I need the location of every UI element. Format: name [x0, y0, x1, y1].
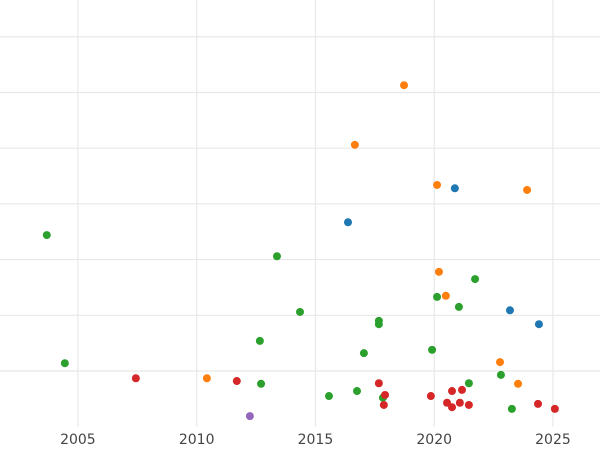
point: [507, 404, 516, 413]
point: [434, 267, 443, 276]
point: [374, 379, 383, 388]
point: [523, 185, 532, 194]
point: [255, 336, 264, 345]
x-tick-label: 2005: [60, 432, 96, 448]
point: [272, 252, 281, 261]
point: [454, 302, 463, 311]
point: [324, 392, 333, 401]
x-tick-label: 2025: [535, 432, 571, 448]
point: [534, 320, 543, 329]
point: [514, 379, 523, 388]
point: [505, 306, 514, 315]
point: [374, 320, 383, 329]
x-tick-label: 2015: [298, 432, 334, 448]
point: [471, 275, 480, 284]
point: [232, 377, 241, 386]
point: [550, 404, 559, 413]
point: [428, 345, 437, 354]
point: [400, 81, 409, 90]
point: [496, 370, 505, 379]
point: [359, 349, 368, 358]
point: [448, 387, 457, 396]
point: [433, 292, 442, 301]
point: [257, 379, 266, 388]
point: [60, 359, 69, 368]
point: [202, 374, 211, 383]
x-tick-label: 2020: [416, 432, 452, 448]
point: [245, 412, 254, 421]
point: [343, 218, 352, 227]
point: [353, 387, 362, 396]
point: [350, 140, 359, 149]
point: [441, 291, 450, 300]
point: [426, 392, 435, 401]
point: [455, 398, 464, 407]
point: [464, 379, 473, 388]
point: [42, 231, 51, 240]
point: [464, 400, 473, 409]
point: [296, 307, 304, 316]
point: [496, 358, 504, 367]
point: [534, 399, 543, 408]
x-tick-label: 2010: [179, 432, 215, 448]
point: [433, 180, 442, 189]
point: [448, 403, 457, 412]
point: [131, 374, 140, 383]
point: [457, 385, 466, 394]
point: [450, 184, 459, 193]
point: [381, 390, 390, 399]
point: [379, 400, 388, 409]
